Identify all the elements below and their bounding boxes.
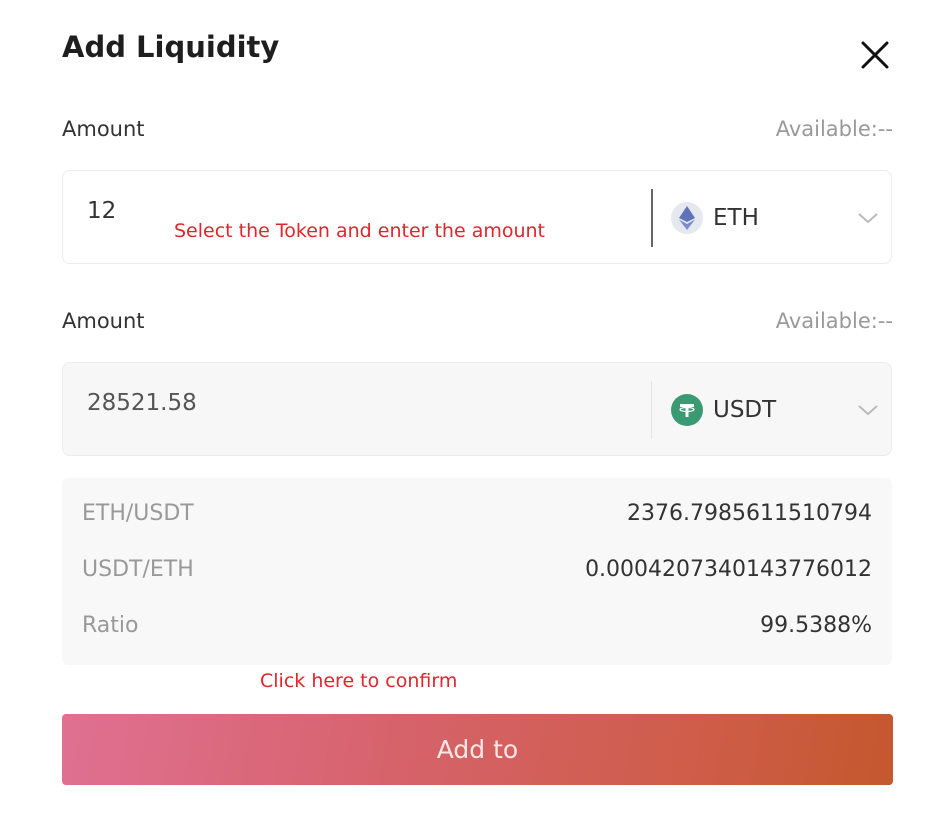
close-button[interactable] — [856, 36, 894, 74]
amount-label: Amount — [62, 309, 145, 333]
ethereum-icon — [671, 202, 703, 234]
info-row: ETH/USDT 2376.7985611510794 — [82, 501, 872, 526]
info-key: Ratio — [82, 613, 139, 638]
amount-field-usdt: USDT — [62, 362, 892, 456]
info-key: USDT/ETH — [82, 557, 194, 582]
chevron-down-icon — [858, 213, 878, 224]
token-select-usdt[interactable]: USDT — [671, 387, 881, 433]
token-name: USDT — [713, 397, 777, 423]
add-to-button[interactable]: Add to — [62, 714, 893, 785]
info-row: Ratio 99.5388% — [82, 613, 872, 638]
token-select-eth[interactable]: ETH — [671, 195, 881, 241]
annotation-select-token: Select the Token and enter the amount — [174, 220, 546, 242]
amount-input-usdt[interactable] — [85, 389, 629, 417]
tether-icon — [671, 394, 703, 426]
price-info-panel: ETH/USDT 2376.7985611510794 USDT/ETH 0.0… — [62, 478, 892, 665]
amount-label: Amount — [62, 117, 145, 141]
chevron-down-icon — [858, 405, 878, 416]
amount-field-eth: ETH — [62, 170, 892, 264]
amount-input-eth[interactable] — [85, 197, 629, 225]
info-value: 0.00042073401437760​12 — [585, 557, 872, 582]
divider — [651, 189, 653, 247]
available-balance: Available:-- — [775, 117, 893, 141]
close-icon — [861, 41, 889, 69]
info-key: ETH/USDT — [82, 501, 194, 526]
info-row: USDT/ETH 0.00042073401437760​12 — [82, 557, 872, 582]
dialog-title: Add Liquidity — [62, 30, 280, 64]
available-balance: Available:-- — [775, 309, 893, 333]
annotation-confirm: Click here to confirm — [260, 670, 458, 692]
divider — [651, 381, 652, 439]
info-value: 99.5388% — [760, 613, 872, 638]
token-name: ETH — [713, 205, 759, 231]
info-value: 2376.7985611510794 — [627, 501, 872, 526]
